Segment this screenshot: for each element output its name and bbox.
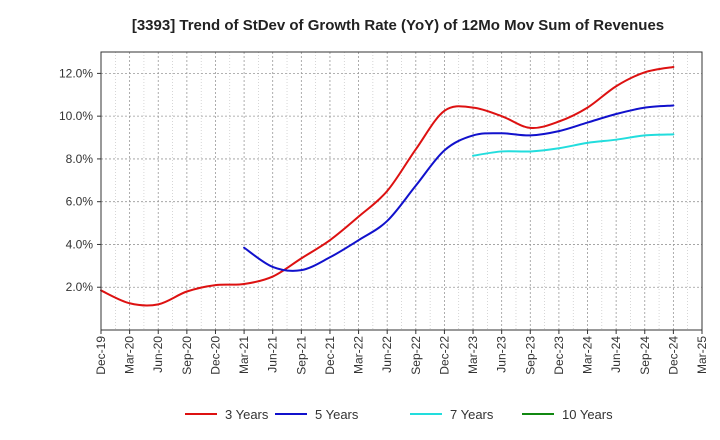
chart-title: [3393] Trend of StDev of Growth Rate (Yo… bbox=[132, 17, 664, 34]
x-tick-label: Mar-23 bbox=[466, 336, 480, 374]
series-line-7-years bbox=[472, 133, 675, 157]
x-tick-label: Jun-20 bbox=[151, 336, 165, 373]
x-tick-label: Dec-20 bbox=[208, 336, 222, 375]
x-tick-label: Dec-22 bbox=[437, 336, 451, 375]
y-tick-label: 6.0% bbox=[66, 195, 94, 209]
x-tick-label: Mar-25 bbox=[695, 336, 709, 374]
legend-label-3-years: 3 Years bbox=[225, 407, 269, 422]
x-tick-label: Sep-23 bbox=[523, 336, 537, 375]
x-tick-label: Mar-22 bbox=[352, 336, 366, 374]
x-tick-label: Dec-24 bbox=[666, 336, 680, 375]
legend-label-7-years: 7 Years bbox=[450, 407, 494, 422]
x-tick-label: Jun-24 bbox=[609, 336, 623, 373]
series-line-5-years bbox=[243, 104, 675, 272]
x-tick-label: Jun-22 bbox=[380, 336, 394, 373]
y-tick-label: 8.0% bbox=[66, 152, 94, 166]
x-tick-label: Sep-21 bbox=[294, 336, 308, 375]
x-tick-label: Dec-21 bbox=[323, 336, 337, 375]
y-axis-ticks: 2.0% 4.0% 6.0% 8.0% 10.0% 12.0% bbox=[59, 66, 101, 294]
grid-lines bbox=[101, 52, 702, 330]
x-tick-label: Dec-23 bbox=[552, 336, 566, 375]
y-tick-label: 4.0% bbox=[66, 237, 94, 251]
y-tick-label: 2.0% bbox=[66, 280, 94, 294]
series-line-3-years bbox=[100, 65, 675, 307]
x-axis-ticks: Dec-19 Mar-20 Jun-20 Sep-20 Dec-20 Mar-21 Jun-… bbox=[94, 330, 709, 375]
x-tick-label: Jun-23 bbox=[495, 336, 509, 373]
x-tick-label: Sep-22 bbox=[409, 336, 423, 375]
x-tick-label: Jun-21 bbox=[266, 336, 280, 373]
x-tick-label: Sep-20 bbox=[180, 336, 194, 375]
y-tick-label: 10.0% bbox=[59, 109, 93, 123]
y-tick-label: 12.0% bbox=[59, 66, 93, 80]
x-tick-label: Mar-24 bbox=[581, 336, 595, 374]
legend-label-10-years: 10 Years bbox=[562, 407, 613, 422]
x-tick-label: Mar-21 bbox=[237, 336, 251, 374]
legend: 3 Years 5 Years 7 Years 10 Years bbox=[185, 407, 613, 422]
plot-area bbox=[100, 51, 703, 331]
x-tick-label: Mar-20 bbox=[123, 336, 137, 374]
x-tick-label: Dec-19 bbox=[94, 336, 108, 375]
x-tick-label: Sep-24 bbox=[638, 336, 652, 375]
series-lines bbox=[100, 65, 675, 307]
legend-label-5-years: 5 Years bbox=[315, 407, 359, 422]
